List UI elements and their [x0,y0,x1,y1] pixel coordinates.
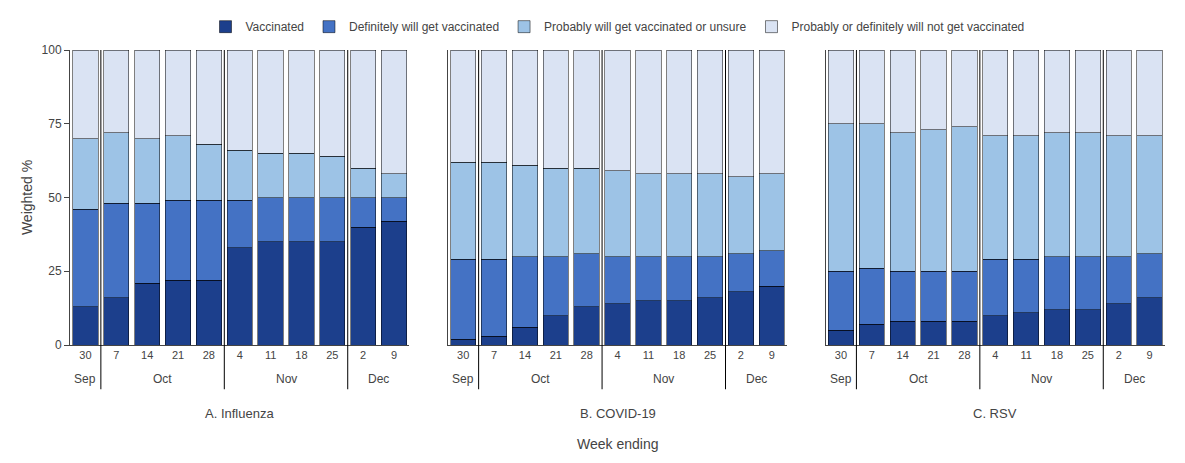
svg-text:Oct: Oct [153,372,172,386]
svg-text:Nov: Nov [276,372,297,386]
svg-text:28: 28 [581,349,593,361]
svg-text:Nov: Nov [1031,372,1052,386]
svg-text:18: 18 [295,349,307,361]
svg-text:A. Influenza: A. Influenza [205,406,274,421]
svg-text:Vaccinated: Vaccinated [246,20,304,34]
svg-text:9: 9 [1147,349,1153,361]
svg-text:4: 4 [237,349,243,361]
svg-text:50: 50 [48,191,62,205]
svg-text:4: 4 [992,349,998,361]
svg-text:0: 0 [55,338,62,352]
svg-text:C. RSV: C. RSV [973,406,1017,421]
svg-text:11: 11 [643,349,654,361]
svg-text:25: 25 [48,264,62,278]
svg-text:30: 30 [79,349,91,361]
svg-text:28: 28 [203,349,215,361]
svg-text:30: 30 [457,349,469,361]
svg-text:14: 14 [519,349,531,361]
svg-text:Probably or definitely will no: Probably or definitely will not get vacc… [791,20,1024,34]
svg-text:9: 9 [391,349,397,361]
svg-text:7: 7 [869,349,875,361]
svg-text:2: 2 [1116,349,1122,361]
svg-text:28: 28 [958,349,970,361]
svg-text:14: 14 [141,349,153,361]
svg-text:9: 9 [769,349,775,361]
svg-text:25: 25 [326,349,338,361]
svg-text:Dec: Dec [746,372,767,386]
svg-text:21: 21 [927,349,939,361]
svg-text:Weighted %: Weighted % [19,160,35,235]
svg-text:21: 21 [172,349,184,361]
svg-text:25: 25 [1082,349,1094,361]
svg-text:Dec: Dec [1124,372,1145,386]
svg-text:Sep: Sep [74,372,96,386]
svg-text:B. COVID-19: B. COVID-19 [580,406,656,421]
svg-text:Nov: Nov [653,372,674,386]
svg-text:11: 11 [265,349,276,361]
svg-text:Sep: Sep [452,372,474,386]
svg-text:11: 11 [1020,349,1031,361]
svg-text:18: 18 [673,349,685,361]
svg-text:7: 7 [491,349,497,361]
svg-text:25: 25 [704,349,716,361]
svg-text:Oct: Oct [531,372,550,386]
svg-text:2: 2 [738,349,744,361]
svg-text:21: 21 [550,349,562,361]
svg-text:Definitely will get vaccinated: Definitely will get vaccinated [349,20,499,34]
svg-text:Week ending: Week ending [577,436,658,452]
svg-text:Probably will get vaccinated o: Probably will get vaccinated or unsure [544,20,746,34]
svg-text:Oct: Oct [909,372,928,386]
svg-text:30: 30 [835,349,847,361]
svg-text:18: 18 [1051,349,1063,361]
svg-text:100: 100 [42,43,62,57]
svg-text:75: 75 [48,117,62,131]
svg-text:2: 2 [360,349,366,361]
svg-text:Sep: Sep [830,372,852,386]
svg-text:4: 4 [614,349,620,361]
svg-text:Dec: Dec [368,372,389,386]
svg-text:7: 7 [113,349,119,361]
svg-text:14: 14 [897,349,909,361]
